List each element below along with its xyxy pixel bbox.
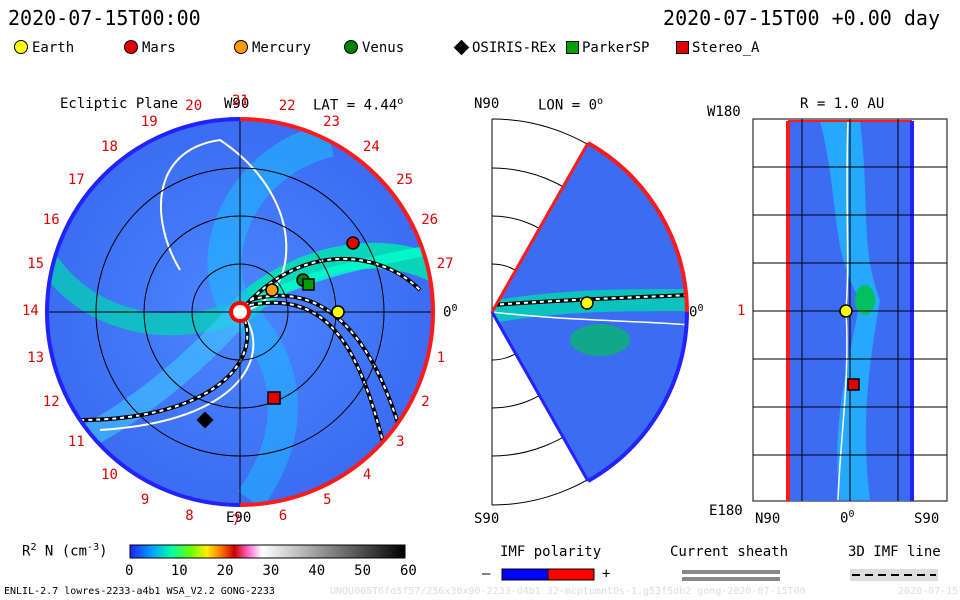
sun-icon [229, 301, 251, 323]
imf-polarity-title: IMF polarity [500, 544, 602, 560]
meridional-right-label: 00 [689, 303, 704, 321]
carrington-tick-11: 11 [67, 433, 85, 450]
carrington-tick-20: 20 [185, 98, 203, 115]
carrington-tick-7: 7 [232, 513, 241, 529]
imf-line-swatch [850, 569, 938, 581]
imf-negative-swatch [501, 568, 549, 581]
earth-marker [331, 305, 345, 319]
radial-mid-label: 1 [737, 303, 746, 319]
carrington-tick-12: 12 [42, 394, 60, 411]
carrington-tick-17: 17 [67, 172, 85, 189]
density-colorbar [129, 544, 406, 559]
stereo-a-marker-icon [676, 41, 689, 54]
ecliptic-title: Ecliptic Plane [60, 96, 179, 112]
carrington-tick-1: 1 [436, 349, 446, 366]
mars-marker-icon [124, 40, 138, 54]
colorbar-tick-10: 10 [170, 563, 188, 579]
legend-parker: ParkerSP [566, 40, 649, 56]
carrington-tick-13: 13 [27, 349, 45, 366]
radial-map-panel [752, 118, 948, 502]
timestamp-left: 2020-07-15T00:00 [8, 6, 201, 30]
colorbar-tick-20: 20 [216, 563, 234, 579]
carrington-tick-9: 9 [140, 492, 150, 509]
carrington-tick-4: 4 [362, 467, 372, 484]
ecliptic-right-label: 00 [443, 303, 458, 321]
osiris-rex-marker [196, 411, 214, 429]
colorbar-tick-0: 0 [125, 563, 134, 579]
carrington-tick-23: 23 [323, 113, 340, 130]
ecliptic-plane-panel [45, 117, 435, 507]
colorbar-tick-50: 50 [354, 563, 372, 579]
venus-marker-icon [344, 40, 358, 54]
radial-title: R = 1.0 AU [800, 96, 885, 112]
ecliptic-top-label: W90 [224, 96, 250, 112]
footer-run-id: UNOU005T6fd5f57/256x30x90-2233-d4b1 32-m… [330, 586, 806, 597]
current-sheath-swatch [682, 570, 780, 581]
carrington-tick-3: 3 [396, 433, 405, 450]
footer-date: 2020-07-15 [898, 586, 959, 597]
mercury-marker-icon [234, 40, 248, 54]
stereo-a-marker-radial [847, 378, 860, 391]
current-sheath-title: Current sheath [670, 544, 789, 560]
carrington-tick-6: 6 [278, 507, 288, 524]
legend-stereo-a: Stereo_A [676, 40, 759, 56]
earth-marker-icon [14, 40, 28, 54]
colorbar-label: R2 N (cm-3) [22, 542, 108, 560]
radial-n90: N90 [755, 511, 781, 527]
carrington-tick-5: 5 [323, 492, 332, 509]
radial-0: 00 [840, 509, 855, 527]
imf-plus: + [602, 566, 611, 582]
legend-mercury: Mercury [234, 40, 311, 56]
legend-venus: Venus [344, 40, 404, 56]
colorbar-tick-60: 60 [400, 563, 417, 579]
carrington-tick-2: 2 [421, 394, 430, 411]
carrington-tick-24: 24 [362, 138, 380, 155]
parker-marker [302, 278, 315, 291]
mars-marker [346, 236, 360, 250]
earth-marker-meridional [580, 296, 594, 310]
carrington-tick-22: 22 [278, 98, 296, 115]
colorbar-tick-30: 30 [262, 563, 280, 579]
carrington-tick-26: 26 [421, 211, 439, 228]
carrington-tick-21: 21 [232, 93, 249, 109]
earth-marker-radial [839, 304, 853, 318]
carrington-tick-16: 16 [42, 211, 60, 228]
legend-osiris-rex: OSIRIS-REx [453, 39, 556, 56]
radial-s90: S90 [914, 511, 940, 527]
stereo-a-marker [267, 391, 281, 405]
imf-minus: – [482, 566, 491, 582]
carrington-tick-25: 25 [396, 172, 414, 189]
parker-marker-icon [566, 41, 579, 54]
colorbar-tick-40: 40 [308, 563, 326, 579]
carrington-tick-8: 8 [185, 507, 194, 524]
radial-e180: E180 [709, 503, 743, 519]
ecliptic-bottom-label: E90 [226, 510, 252, 526]
carrington-tick-14: 14 [22, 303, 39, 319]
carrington-tick-27: 27 [436, 256, 454, 273]
legend-earth: Earth [14, 40, 74, 56]
imf-line-title: 3D IMF line [848, 544, 941, 560]
carrington-tick-18: 18 [101, 138, 118, 155]
meridional-panel [490, 118, 689, 506]
meridional-s90: S90 [474, 511, 500, 527]
legend-mars: Mars [124, 40, 176, 56]
carrington-tick-19: 19 [140, 113, 158, 130]
radial-w180: W180 [707, 104, 741, 120]
carrington-tick-10: 10 [101, 467, 118, 484]
meridional-n90: N90 [474, 96, 500, 112]
mercury-marker [265, 283, 279, 297]
timestamp-right: 2020-07-15T00 +0.00 day [663, 6, 940, 30]
carrington-tick-15: 15 [27, 256, 45, 273]
footer-model: ENLIL-2.7 lowres-2233-a4b1 WSA_V2.2 GONG… [4, 586, 275, 597]
ecliptic-lat-label: LAT = 4.44o [313, 96, 404, 114]
imf-positive-swatch [547, 568, 595, 581]
meridional-title: LON = 0o [538, 96, 604, 114]
